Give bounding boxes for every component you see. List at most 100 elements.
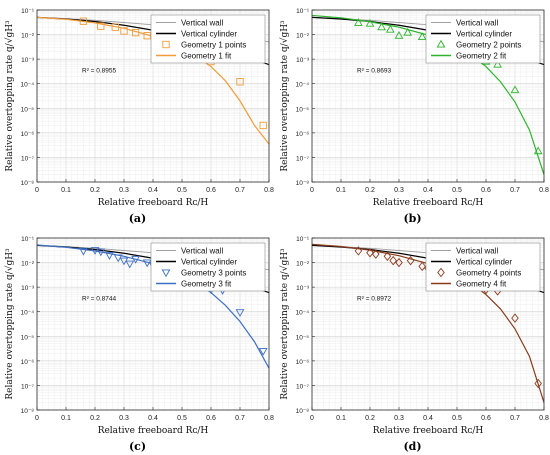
legend-label-0: Vertical wall (456, 19, 498, 28)
y-tick-label: 10⁻² (296, 261, 310, 268)
legend-marker-2 (437, 267, 445, 278)
x-tick-label: 0.3 (394, 415, 404, 422)
x-tick-label: 0.6 (206, 187, 216, 194)
y-tick-label: 10⁻⁴ (296, 310, 310, 317)
x-axis: 0 0.1 0.2 0.3 0.4 0.5 0.6 0.7 0.8 Relative freebo… (35, 407, 274, 436)
y-tick-label: 10⁻² (21, 33, 35, 40)
panel-label-d: (d) (403, 440, 422, 453)
y-tick-label: 10⁻⁴ (296, 82, 310, 89)
data-point (97, 22, 105, 30)
chart-svg-b: 0 0.1 0.2 0.3 0.4 0.5 0.6 0.7 0.8 Relative freebo… (279, 8, 549, 208)
x-tick-label: 0 (310, 415, 314, 422)
x-tick-label: 0.8 (264, 415, 274, 422)
legend-label-1: Vertical cylinder (181, 258, 237, 267)
legend-label-1: Vertical cylinder (456, 258, 512, 267)
panel-label-b: (b) (403, 212, 422, 225)
chart-svg-c: 0 0.1 0.2 0.3 0.4 0.5 0.6 0.7 0.8 Relative freebo… (4, 236, 274, 436)
x-tick-label: 0.2 (365, 415, 375, 422)
x-tick-label: 0.8 (539, 415, 549, 422)
data-point (418, 261, 426, 272)
data-point (383, 251, 392, 262)
chart-panel-a: 0 0.1 0.2 0.3 0.4 0.5 0.6 0.7 0.8 Relative freebo… (0, 0, 275, 227)
legend-label-3: Geometry 2 fit (456, 52, 507, 61)
x-tick-label: 0.5 (452, 415, 462, 422)
data-point (511, 313, 519, 323)
y-axis-label: Relative overtopping rate q/√gH³ (4, 248, 15, 400)
x-axis-label: Relative freeboard Rᴄ/H (373, 426, 484, 436)
data-point (395, 257, 403, 268)
y-tick-label: 10⁻⁵ (296, 106, 310, 113)
x-tick-label: 0.1 (336, 187, 346, 194)
x-axis-label: Relative freeboard Rᴄ/H (98, 426, 209, 436)
y-tick-label: 10⁻³ (296, 57, 310, 64)
y-tick-label: 10⁻⁷ (21, 383, 35, 390)
x-tick-label: 0.4 (423, 415, 433, 422)
x-axis: 0 0.1 0.2 0.3 0.4 0.5 0.6 0.7 0.8 Relative freebo… (310, 407, 549, 436)
data-point (365, 18, 375, 27)
x-tick-label: 0 (310, 187, 314, 194)
legend-marker-2 (436, 39, 446, 48)
data-point (394, 30, 404, 39)
x-axis-label: Relative freeboard Rᴄ/H (373, 198, 484, 208)
y-tick-label: 10⁻³ (296, 285, 310, 292)
x-tick-label: 0 (35, 187, 39, 194)
x-tick-label: 0.5 (177, 187, 187, 194)
x-tick-label: 0.5 (452, 187, 462, 194)
y-axis: 10⁻⁸ 10⁻⁷ 10⁻⁶ 10⁻⁵ 10⁻⁴ 10⁻³ 10⁻² 10⁻¹ Relative… (279, 236, 315, 415)
legend-label-0: Vertical wall (456, 247, 498, 256)
y-tick-label: 10⁻⁷ (296, 155, 310, 162)
data-point (259, 121, 267, 130)
data-point (235, 309, 245, 317)
y-tick-label: 10⁻² (21, 261, 35, 268)
x-tick-label: 0.2 (90, 415, 100, 422)
x-tick-label: 0.6 (206, 415, 216, 422)
x-tick-label: 0 (35, 415, 39, 422)
legend-label-2: Geometry 3 points (181, 269, 246, 278)
legend-label-1: Vertical cylinder (456, 30, 512, 39)
data-point (510, 85, 520, 94)
y-axis: 10⁻⁸ 10⁻⁷ 10⁻⁶ 10⁻⁵ 10⁻⁴ 10⁻³ 10⁻² 10⁻¹ Relative… (4, 8, 40, 187)
data-point (258, 348, 268, 356)
data-point (79, 247, 88, 256)
y-tick-label: 10⁻⁷ (21, 155, 35, 162)
legend: Vertical wall Vertical cylinder Geometry 1… (150, 14, 266, 64)
chart-svg-a: 0 0.1 0.2 0.3 0.4 0.5 0.6 0.7 0.8 Relative freebo… (4, 8, 274, 208)
chart-panel-c: 0 0.1 0.2 0.3 0.4 0.5 0.6 0.7 0.8 Relative freebo… (0, 228, 275, 455)
y-tick-label: 10⁻⁸ (21, 408, 35, 415)
chart-panel-d: 0 0.1 0.2 0.3 0.4 0.5 0.6 0.7 0.8 Relative freebo… (275, 228, 550, 455)
x-tick-label: 0.4 (148, 187, 158, 194)
x-axis: 0 0.1 0.2 0.3 0.4 0.5 0.6 0.7 0.8 Relative freebo… (35, 179, 274, 208)
y-axis-label: Relative overtopping rate q/√gH³ (279, 248, 290, 400)
x-tick-label: 0.3 (394, 187, 404, 194)
y-axis-label: Relative overtopping rate q/√gH³ (279, 20, 290, 172)
legend: Vertical wall Vertical cylinder Geometry 3… (150, 242, 266, 292)
data-point (493, 59, 502, 68)
y-tick-label: 10⁻⁶ (21, 359, 35, 366)
x-tick-label: 0.7 (510, 415, 520, 422)
legend-label-3: Geometry 1 fit (181, 52, 232, 61)
data-point (377, 22, 386, 31)
legend-label-2: Geometry 2 points (456, 41, 521, 50)
y-tick-label: 10⁻⁸ (21, 180, 35, 187)
y-tick-label: 10⁻¹ (296, 236, 310, 243)
y-tick-label: 10⁻⁸ (296, 408, 310, 415)
r2-annotation: R² = 0.8744 (82, 296, 117, 303)
data-point (354, 18, 363, 26)
legend-label-0: Vertical wall (181, 247, 223, 256)
legend-label-2: Geometry 4 points (456, 269, 521, 278)
y-axis: 10⁻⁸ 10⁻⁷ 10⁻⁶ 10⁻⁵ 10⁻⁴ 10⁻³ 10⁻² 10⁻¹ Relative… (4, 236, 40, 415)
x-tick-label: 0.8 (539, 187, 549, 194)
data-point (366, 248, 374, 258)
y-tick-label: 10⁻¹ (21, 8, 35, 15)
legend-marker-2 (161, 269, 171, 278)
panel-label-c: (c) (128, 440, 147, 453)
r2-annotation: R² = 0.8955 (82, 68, 117, 75)
data-point (236, 78, 244, 86)
data-point (125, 260, 135, 269)
x-axis: 0 0.1 0.2 0.3 0.4 0.5 0.6 0.7 0.8 Relative freebo… (310, 179, 549, 208)
y-tick-label: 10⁻⁵ (296, 334, 310, 341)
data-point (534, 378, 542, 389)
y-tick-label: 10⁻⁶ (21, 131, 35, 138)
x-tick-label: 0.8 (264, 187, 274, 194)
y-tick-label: 10⁻⁶ (296, 359, 310, 366)
